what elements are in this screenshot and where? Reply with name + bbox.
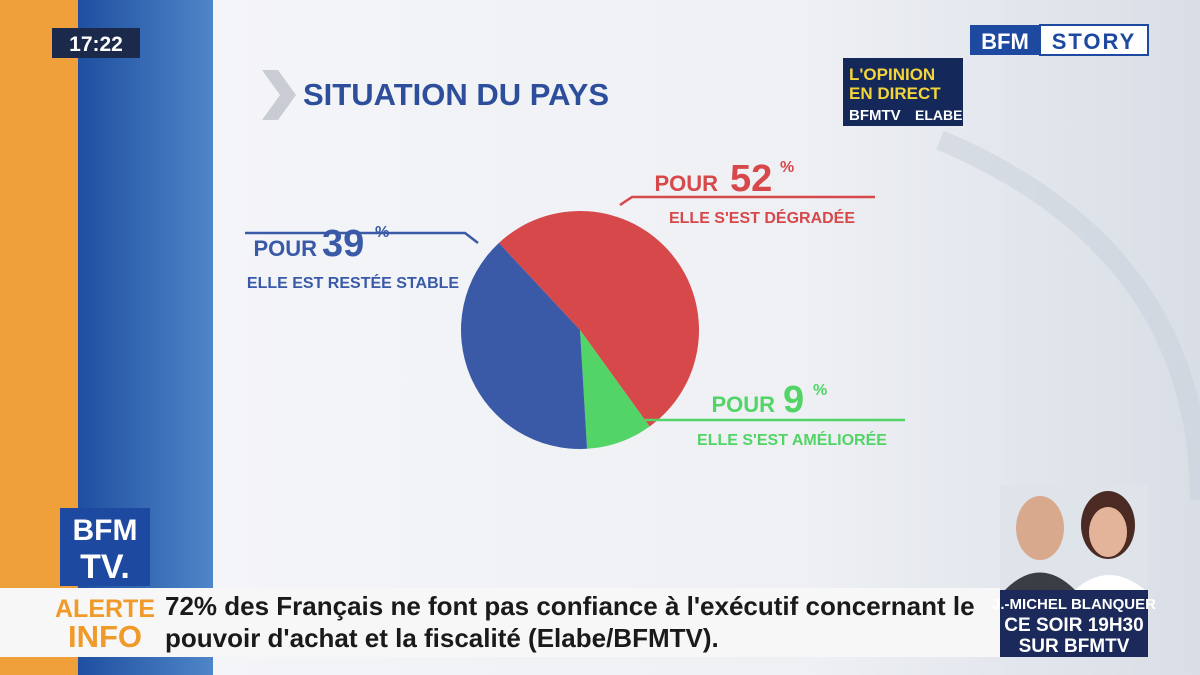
label-prefix: POUR bbox=[654, 171, 718, 196]
corner-logo bbox=[60, 508, 150, 586]
leader-line bbox=[619, 195, 875, 207]
decor bbox=[936, 130, 1200, 501]
badge-line: EN DIRECT bbox=[849, 84, 941, 103]
chevron bbox=[262, 70, 296, 120]
face bbox=[1089, 507, 1127, 557]
pie-slice bbox=[461, 242, 588, 449]
shirt bbox=[1075, 575, 1145, 590]
slice-label: ELLE EST RESTÉE STABLE bbox=[247, 273, 460, 292]
chart-title: SITUATION DU PAYS bbox=[303, 77, 609, 112]
ticker-line: pouvoir d'achat et la fiscalité (Elabe/B… bbox=[165, 623, 719, 653]
unit-label: % bbox=[813, 382, 827, 399]
badge-box bbox=[843, 58, 963, 126]
leader-line bbox=[245, 231, 479, 244]
ticker-band bbox=[0, 588, 1000, 657]
clock-box bbox=[52, 28, 140, 58]
label-prefix: POUR bbox=[253, 236, 317, 261]
slice-label: ELLE S'EST AMÉLIORÉE bbox=[697, 430, 887, 449]
promo-box bbox=[1000, 590, 1148, 657]
logo-box bbox=[1039, 24, 1149, 56]
ticker-line: 72% des Français ne font pas confiance à… bbox=[165, 591, 975, 621]
ticker-tag: ALERTE bbox=[55, 595, 155, 623]
promo-line: J.-MICHEL BLANQUER bbox=[992, 596, 1156, 613]
corner-logo-text: BFM bbox=[73, 514, 138, 547]
logo-show: STORY bbox=[1052, 29, 1137, 54]
face bbox=[1016, 496, 1064, 560]
logo-brand: BFM bbox=[981, 29, 1029, 54]
badge-brand: BFMTV bbox=[849, 107, 901, 124]
label-prefix: POUR bbox=[711, 392, 775, 417]
clock: 17:22 bbox=[69, 33, 123, 56]
unit-label: % bbox=[375, 224, 389, 241]
value-label: 52 bbox=[730, 158, 772, 200]
ticker-tag: INFO bbox=[68, 619, 142, 654]
pie-slice bbox=[498, 211, 699, 427]
corner-logo-text: TV. bbox=[80, 548, 130, 586]
badge-partner: ELABE bbox=[915, 107, 962, 123]
value-label: 39 bbox=[322, 223, 364, 265]
badge-line: L'OPINION bbox=[849, 65, 935, 84]
suit bbox=[1005, 572, 1075, 590]
value-label: 9 bbox=[783, 379, 804, 421]
pie-slice bbox=[580, 330, 650, 449]
logo-box bbox=[970, 25, 1040, 55]
unit-label: % bbox=[780, 159, 794, 176]
promo-line: CE SOIR 19H30 bbox=[1004, 615, 1143, 636]
promo-line: SUR BFMTV bbox=[1019, 636, 1130, 657]
slice-label: ELLE S'EST DÉGRADÉE bbox=[669, 208, 855, 227]
